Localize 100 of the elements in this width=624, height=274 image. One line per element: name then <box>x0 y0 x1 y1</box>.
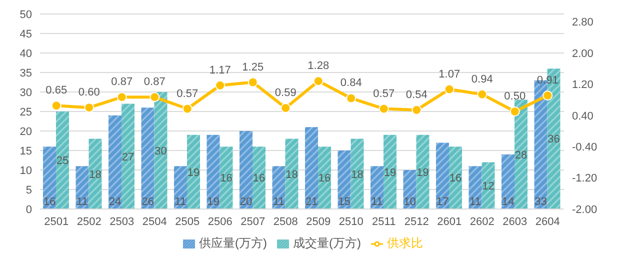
point <box>444 84 454 94</box>
data-label: 0.87 <box>111 76 133 88</box>
data-label: 19 <box>207 196 220 208</box>
bar <box>318 146 331 209</box>
point <box>510 106 520 116</box>
data-label: 18 <box>286 168 298 181</box>
bar <box>187 134 200 209</box>
bar <box>154 92 168 209</box>
y2-tick-label: 0.40 <box>572 110 594 122</box>
y-tick-label: 50 <box>20 8 32 21</box>
x-tick-label: 2510 <box>338 216 364 228</box>
data-label: 0.84 <box>340 77 362 90</box>
point <box>346 93 356 104</box>
data-label: 30 <box>154 145 167 158</box>
x-tick-label: 2506 <box>208 216 232 228</box>
y-tick-label: 15 <box>20 145 32 158</box>
x-tick-label: 2603 <box>502 216 528 228</box>
x-tick-label: 2504 <box>142 216 167 228</box>
data-label: 19 <box>416 166 429 179</box>
bar <box>272 166 286 209</box>
legend-label: 供求比 <box>387 236 423 250</box>
y2-tick-label: -1.20 <box>572 172 598 185</box>
data-label: 14 <box>502 196 514 208</box>
bar <box>285 138 298 209</box>
y-tick-label: 40 <box>20 48 32 60</box>
data-label: 0.59 <box>274 86 296 99</box>
x-tick-label: 2512 <box>404 216 429 228</box>
point <box>542 90 553 101</box>
y-tick-label: 30 <box>20 86 32 99</box>
data-label: 16 <box>449 172 462 185</box>
bar <box>416 134 430 209</box>
bar <box>206 134 220 209</box>
data-label: 10 <box>404 196 416 208</box>
legend-label: 供应量(万方) <box>199 236 267 250</box>
x-tick-label: 2502 <box>76 216 102 228</box>
bar <box>338 150 351 209</box>
data-label: 0.94 <box>471 73 493 86</box>
data-label: 16 <box>252 172 266 185</box>
y2-tick-label: 2.80 <box>572 16 594 29</box>
bar <box>43 146 56 209</box>
data-label: 0.50 <box>504 90 526 102</box>
data-label: 26 <box>142 196 154 208</box>
data-label: 0.91 <box>536 74 558 87</box>
y-tick-label: 25 <box>20 106 32 118</box>
point <box>378 104 389 114</box>
y-tick-label: 35 <box>20 67 32 80</box>
data-label: 33 <box>534 196 547 208</box>
data-label: 1.17 <box>209 64 231 76</box>
data-label: 16 <box>220 172 232 185</box>
data-label: 24 <box>108 196 122 208</box>
bar <box>108 115 122 209</box>
data-label: 17 <box>436 196 449 208</box>
point <box>280 102 291 113</box>
point <box>182 104 192 114</box>
x-tick-label: 2501 <box>44 216 69 228</box>
point <box>477 89 488 100</box>
bar <box>174 166 187 209</box>
bar <box>122 104 134 209</box>
x-tick-label: 2602 <box>470 216 494 228</box>
x-tick-label: 2601 <box>437 216 462 228</box>
data-label: 20 <box>240 196 252 208</box>
x-tick-label: 2503 <box>110 216 134 228</box>
bar <box>252 146 266 209</box>
data-label: 1.25 <box>242 61 264 74</box>
point <box>150 92 160 102</box>
data-label: 18 <box>89 168 102 181</box>
y-tick-label: 5 <box>26 184 32 196</box>
x-tick-label: 2511 <box>372 216 396 228</box>
data-label: 19 <box>384 166 396 179</box>
x-tick-label: 2505 <box>175 216 200 228</box>
bar <box>305 127 318 209</box>
data-label: 19 <box>187 166 200 179</box>
data-label: 1.28 <box>308 60 330 72</box>
data-label: 18 <box>351 168 364 181</box>
bar <box>350 138 364 209</box>
bar <box>370 166 384 209</box>
data-label: 21 <box>305 196 318 208</box>
data-label: 25 <box>56 155 69 168</box>
bar <box>76 166 89 209</box>
data-label: 0.65 <box>46 84 68 97</box>
data-label: 1.07 <box>438 68 460 80</box>
point <box>116 92 127 102</box>
bar <box>482 162 495 209</box>
y2-tick-label: -2.00 <box>572 204 598 216</box>
y-tick-label: 45 <box>20 28 32 40</box>
point <box>84 102 94 113</box>
data-label: 11 <box>174 196 186 208</box>
bar <box>88 138 102 209</box>
y2-tick-label: 2.00 <box>572 48 594 60</box>
point <box>51 100 62 111</box>
y-tick-label: 10 <box>20 164 32 177</box>
data-label: 0.57 <box>176 88 198 100</box>
point <box>313 76 324 86</box>
bar <box>436 142 449 209</box>
bar <box>240 131 252 209</box>
point <box>215 80 226 90</box>
bar <box>220 146 233 209</box>
x-tick-label: 2604 <box>535 216 560 228</box>
data-label: 27 <box>122 151 134 164</box>
data-label: 0.60 <box>78 86 100 99</box>
